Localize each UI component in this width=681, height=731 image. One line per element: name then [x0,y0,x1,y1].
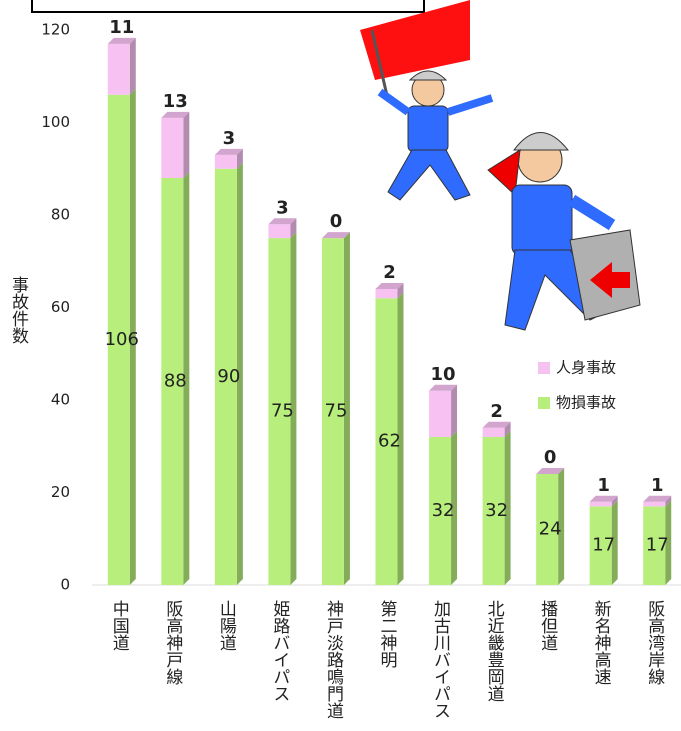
bar-top [214,148,243,155]
bar-top [375,283,404,289]
bar [268,224,291,239]
x-tick-label: 中国道 [109,600,130,651]
y-tick-label: 60 [51,298,70,316]
bar-top [161,111,190,118]
bar-side [451,431,458,585]
bar [214,168,237,585]
bar-top [589,495,618,502]
bar [482,437,505,585]
legend-swatch [538,397,550,409]
bar [375,289,398,299]
value-label: 11 [109,17,134,38]
bar [589,501,612,507]
bar-top [321,232,350,239]
bar-side [290,232,297,585]
bar-side [129,88,136,585]
value-label: 2 [490,401,503,422]
bar [321,238,344,585]
value-label: 1 [651,475,664,496]
x-tick-label: 播但道 [537,600,558,651]
x-tick-label: 新名神高速 [591,600,612,685]
bar [375,298,398,585]
value-label: 88 [164,371,187,392]
value-label: 0 [330,211,343,232]
x-tick-label: 第二神明 [377,600,398,669]
value-label: 75 [325,401,348,422]
legend-label: 人身事故 [556,359,616,377]
bar-top [536,468,565,474]
bar-side [611,500,618,585]
bar [429,437,452,585]
bar-side [236,148,243,169]
value-label: 90 [217,366,240,387]
value-label: 2 [383,262,396,283]
value-label: 1 [597,475,610,496]
y-axis-label: 事故件数 [8,276,29,344]
bar-side [236,162,243,585]
y-tick-label: 120 [41,21,70,39]
y-tick-label: 20 [51,483,70,501]
bar-top [429,384,458,391]
bar [107,43,130,95]
value-label: 13 [163,91,188,112]
y-tick-label: 40 [51,391,70,409]
legend-label: 物損事故 [556,394,616,412]
bar-side [558,468,565,585]
value-label: 3 [276,197,289,218]
illustration [360,0,641,331]
bar [589,506,612,585]
bar [161,178,184,585]
bar-side [397,283,404,299]
value-label: 0 [544,447,557,468]
bar-side [129,37,136,95]
bar [482,427,505,437]
x-tick-label: 山陽道 [216,600,237,651]
bar-side [451,384,458,437]
value-label: 106 [105,329,139,350]
value-label: 32 [485,500,508,521]
bar [643,506,666,585]
value-label: 32 [432,500,455,521]
bar [536,474,559,585]
bar-side [343,232,350,585]
value-label: 10 [431,364,456,385]
bar-top [482,421,511,428]
value-label: 62 [378,431,401,452]
value-label: 17 [646,535,669,556]
legend-swatch [538,362,550,374]
bar [268,238,291,585]
title-box [31,0,425,13]
value-label: 75 [271,401,294,422]
bar-top [107,37,136,44]
y-tick-label: 100 [41,113,70,131]
bar-side [183,111,190,178]
x-tick-label: 阪高神戸線 [162,600,183,685]
bar-side [665,500,672,585]
x-tick-label: 北近畿豊岡道 [484,600,505,702]
bar [107,94,130,585]
bar-top [643,495,672,502]
bar-top [268,218,297,225]
bar-side [504,421,511,437]
bar [643,501,666,507]
y-tick-label: 80 [51,206,70,224]
bar-side [611,495,618,507]
bar [429,390,452,437]
bar-side [397,292,404,585]
bar [214,154,237,169]
x-tick-label: 神戸淡路鳴門道 [323,600,344,719]
bar-side [504,431,511,585]
bar [161,117,184,178]
value-label: 17 [592,535,615,556]
x-tick-label: 阪高湾岸線 [644,600,665,685]
bar-side [665,495,672,507]
value-label: 24 [539,519,562,540]
bar-side [290,218,297,239]
x-tick-label: 姫路バイパス [269,600,290,702]
y-tick-label: 0 [60,576,70,594]
x-tick-label: 加古川バイパス [430,600,451,719]
value-label: 3 [223,128,236,149]
bar-side [183,172,190,585]
